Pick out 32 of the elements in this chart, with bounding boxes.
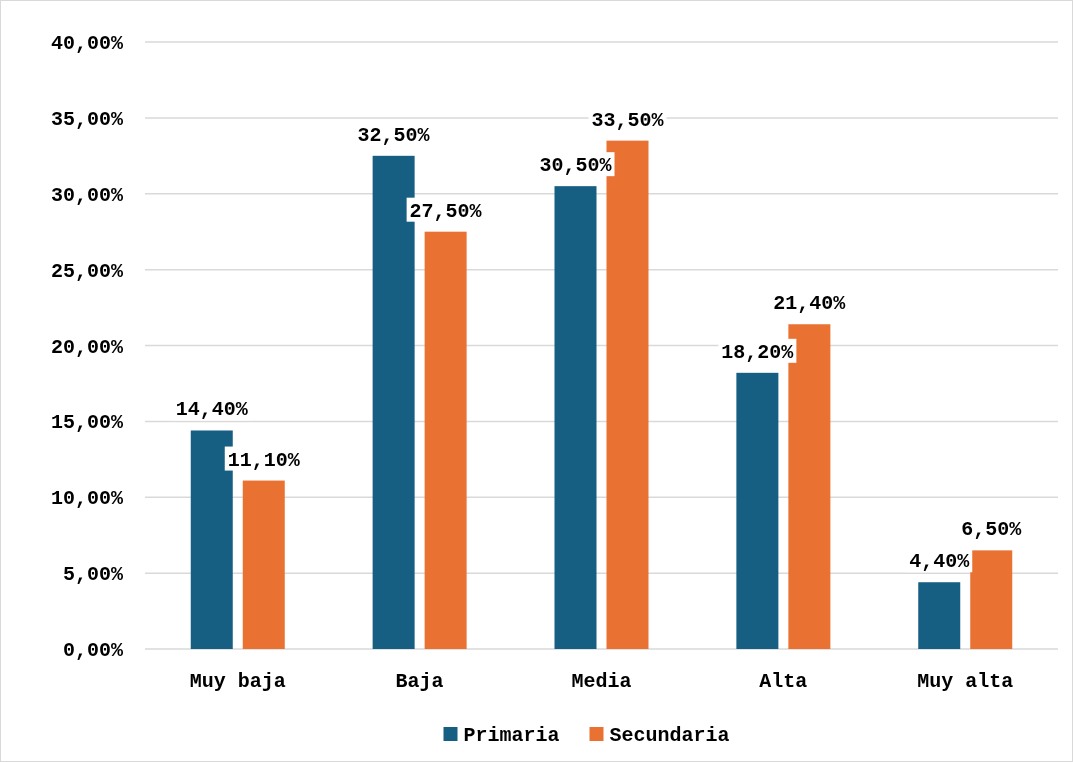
data-label: 27,50% [409, 199, 483, 223]
data-label: 33,50% [591, 108, 665, 132]
x-tick-label: Alta [759, 670, 808, 693]
y-tick-label: 10,00% [50, 487, 124, 511]
x-tick-label: Media [571, 670, 632, 693]
data-label: 21,40% [773, 292, 847, 316]
data-label: 11,10% [227, 448, 301, 472]
bar [918, 582, 961, 649]
data-label: 14,40% [175, 398, 249, 422]
legend-label: Secundaria [609, 724, 730, 747]
data-label: 18,20% [721, 340, 795, 364]
data-label: 4,40% [909, 550, 971, 574]
y-tick-label: 0,00% [62, 639, 124, 662]
legend-label: Primaria [463, 724, 560, 747]
bar [736, 372, 779, 649]
y-tick-label: 5,00% [62, 563, 124, 587]
bar [424, 231, 467, 649]
y-tick-label: 30,00% [50, 183, 124, 207]
bar [554, 186, 597, 649]
y-tick-label: 25,00% [50, 259, 124, 283]
data-label: 32,50% [357, 123, 431, 147]
x-tick-label: Muy baja [189, 670, 286, 693]
x-tick-label: Muy alta [917, 670, 1014, 693]
y-tick-label: 40,00% [50, 32, 124, 55]
y-tick-label: 20,00% [50, 335, 124, 359]
x-tick-label: Baja [395, 670, 444, 693]
bar [970, 550, 1013, 649]
y-tick-label: 15,00% [50, 411, 124, 435]
data-label: 30,50% [539, 154, 613, 178]
bar [242, 480, 285, 649]
data-label: 6,50% [961, 518, 1023, 542]
y-tick-label: 35,00% [50, 107, 124, 131]
